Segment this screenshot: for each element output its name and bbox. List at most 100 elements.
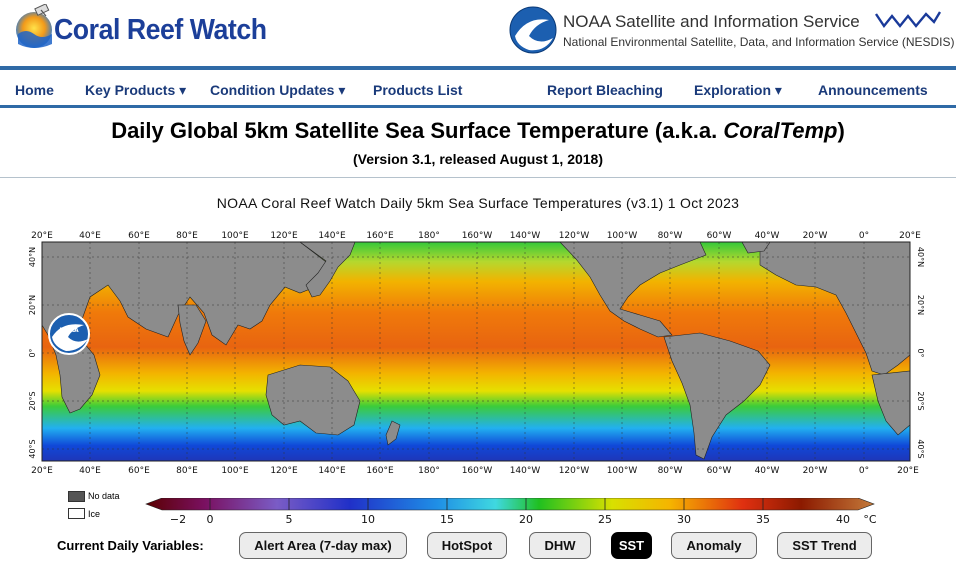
current-variables-label: Current Daily Variables: — [57, 538, 204, 553]
anomaly-button[interactable]: Anomaly — [671, 532, 757, 559]
page-title-main: Daily Global 5km Satellite Sea Surface T… — [111, 118, 724, 143]
lat-label: 20°S — [28, 391, 37, 410]
lon-label: 140°W — [510, 231, 541, 241]
nesdis-wave-logo-icon — [875, 11, 942, 29]
lon-label: 100°W — [607, 231, 638, 241]
alert-area-button[interactable]: Alert Area (7-day max) — [239, 532, 407, 559]
nesdis-title: NOAA Satellite and Information Service — [563, 12, 860, 31]
no-data-swatch — [68, 491, 85, 502]
lat-label: 40°N — [28, 247, 37, 267]
lat-label: 40°S — [916, 439, 925, 458]
colorbar-tick: 5 — [286, 513, 293, 526]
lon-label: 80°E — [176, 231, 198, 241]
colorbar-tick: 20 — [519, 513, 533, 526]
sst-colorbar: −2 0 5 10 15 20 25 30 35 40 °C — [145, 498, 877, 526]
lon-label: 40°W — [755, 231, 780, 241]
hotspot-button[interactable]: HotSpot — [427, 532, 507, 559]
colorbar-tick: 40 — [836, 513, 850, 526]
lon-label: 60°W — [707, 466, 732, 475]
nav-exploration[interactable]: Exploration ▾ — [694, 82, 782, 98]
sst-button[interactable]: SST — [611, 532, 652, 559]
lat-label: 40°S — [28, 439, 37, 458]
lon-label: 180° — [418, 231, 440, 241]
colorbar-tick: −2 — [170, 513, 186, 526]
lon-label: 160°E — [366, 231, 394, 241]
page-title-end: ) — [837, 118, 845, 143]
sst-trend-button[interactable]: SST Trend — [777, 532, 872, 559]
lon-label: 0° — [859, 231, 869, 241]
land-africa-asia — [41, 241, 331, 414]
lon-label: 180° — [418, 466, 440, 475]
colorbar-tick: 35 — [756, 513, 770, 526]
dhw-button[interactable]: DHW — [529, 532, 591, 559]
lon-label: 40°E — [79, 466, 101, 475]
lat-label: 20°S — [916, 391, 925, 410]
page-title: Daily Global 5km Satellite Sea Surface T… — [0, 118, 956, 144]
lon-label: 160°E — [366, 466, 394, 475]
lon-label: 20°E — [899, 231, 921, 241]
lat-label: 0° — [916, 348, 925, 357]
land-nz — [385, 420, 401, 446]
lon-label: 120°W — [559, 231, 590, 241]
noaa-logo-icon[interactable] — [509, 6, 557, 54]
map-noaa-badge-icon: NOAA — [48, 313, 90, 355]
map-title: NOAA Coral Reef Watch Daily 5km Sea Surf… — [216, 195, 740, 211]
land-australia — [265, 364, 361, 436]
lat-labels-right: 40°N 20°N 0° 20°S 40°S — [916, 247, 925, 459]
lon-label: 100°E — [221, 231, 249, 241]
colorbar-tick: 25 — [598, 513, 612, 526]
lon-label: 140°E — [318, 466, 346, 475]
lon-label: 160°W — [462, 466, 493, 475]
lon-label: 40°E — [79, 231, 101, 241]
lat-label: 0° — [28, 348, 37, 357]
lon-label: 80°E — [176, 466, 198, 475]
site-header: Coral Reef Watch NOAA Satellite and Info… — [0, 0, 956, 66]
lat-labels-left: 40°N 20°N 0° 20°S 40°S — [28, 247, 37, 459]
lon-label: 60°W — [707, 231, 732, 241]
nav-report-bleaching[interactable]: Report Bleaching — [547, 82, 663, 98]
lon-label: 160°W — [462, 231, 493, 241]
lon-label: 20°E — [31, 466, 53, 475]
colorbar-tick: 15 — [440, 513, 454, 526]
colorbar-unit: °C — [863, 513, 877, 526]
colorbar-tick: 0 — [207, 513, 214, 526]
ice-label: Ice — [88, 509, 101, 519]
land-n-america — [559, 241, 707, 338]
sst-map[interactable]: 20°E 40°E 60°E 80°E 100°E 120°E 140°E 16… — [0, 225, 956, 475]
land-east-asia — [299, 241, 356, 298]
map-noaa-badge-text: NOAA — [59, 327, 79, 334]
coral-reef-watch-logo-icon[interactable] — [12, 4, 56, 52]
nav-announcements[interactable]: Announcements — [818, 82, 928, 98]
section-divider — [0, 177, 956, 178]
lon-label: 140°W — [510, 466, 541, 475]
site-title[interactable]: Coral Reef Watch — [54, 14, 267, 46]
land-india — [177, 304, 207, 356]
lat-label: 20°N — [916, 295, 925, 315]
lon-label: 100°E — [221, 466, 249, 475]
lon-label: 120°W — [559, 466, 590, 475]
lon-label: 120°E — [270, 466, 298, 475]
nesdis-subtitle: National Environmental Satellite, Data, … — [563, 35, 955, 49]
nav-products-list[interactable]: Products List — [373, 82, 463, 98]
nav-condition-updates[interactable]: Condition Updates ▾ — [210, 82, 346, 98]
lon-labels-top: 20°E 40°E 60°E 80°E 100°E 120°E 140°E 16… — [31, 231, 921, 241]
lon-label: 140°E — [318, 231, 346, 241]
main-nav: Home Key Products ▾ Condition Updates ▾ … — [0, 66, 956, 108]
page-title-italic: CoralTemp — [723, 118, 838, 143]
land-europe-africa-east — [759, 241, 911, 376]
lon-label: 20°E — [31, 231, 53, 241]
colorbar-tick: 30 — [677, 513, 691, 526]
map-frame — [41, 241, 911, 462]
lon-label: 60°E — [128, 231, 150, 241]
no-data-label: No data — [88, 491, 120, 501]
nav-key-products[interactable]: Key Products ▾ — [85, 82, 187, 98]
lon-label: 60°E — [128, 466, 150, 475]
nav-home[interactable]: Home — [15, 82, 54, 98]
lat-label: 40°N — [916, 247, 925, 267]
colorbar-tick: 10 — [361, 513, 375, 526]
land-s-america — [663, 332, 771, 460]
lon-labels-bottom: 20°E 40°E 60°E 80°E 100°E 120°E 140°E 16… — [31, 466, 919, 475]
lon-label: 20°E — [897, 466, 919, 475]
page-subtitle: (Version 3.1, released August 1, 2018) — [352, 151, 604, 167]
lon-label: 20°W — [803, 231, 828, 241]
